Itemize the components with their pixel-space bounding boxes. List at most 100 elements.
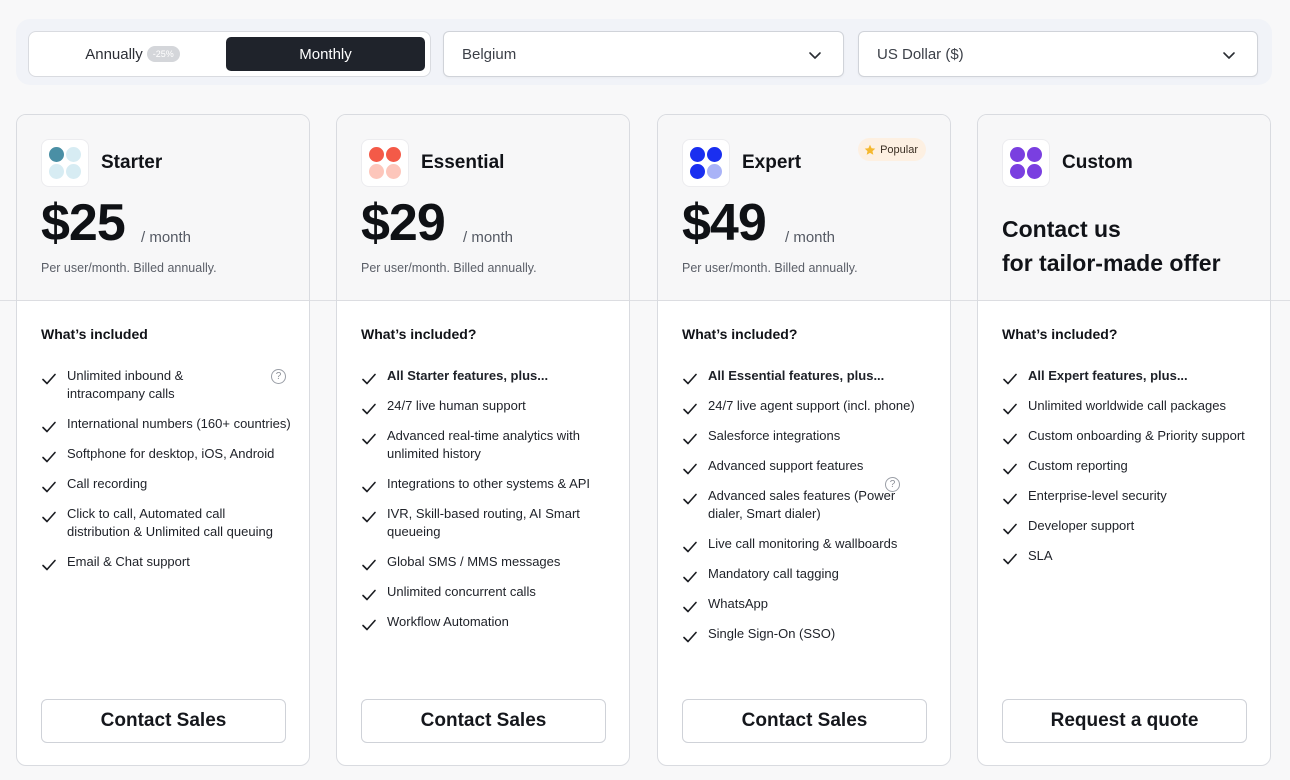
- plan-name: Essential: [421, 152, 505, 173]
- billing-note: Per user/month. Billed annually.: [41, 261, 217, 275]
- price-period: / month: [785, 229, 836, 246]
- contact-sales-button[interactable]: Contact Sales: [682, 699, 927, 743]
- check-icon: [682, 432, 698, 446]
- feature-item: Developer support: [1002, 517, 1252, 535]
- logo-dot: [707, 164, 722, 179]
- plan-card-header: Starter $25 / month Per user/month. Billed …: [17, 115, 309, 301]
- check-icon: [361, 402, 377, 416]
- feature-item: All Expert features, plus...: [1002, 367, 1252, 385]
- feature-list: All Expert features, plus... Unlimited wo…: [1002, 367, 1252, 577]
- plan-name: Custom: [1062, 152, 1133, 173]
- check-icon: [682, 540, 698, 554]
- plan-logo-icon: [1002, 139, 1050, 187]
- feature-item: Unlimited worldwide call packages: [1002, 397, 1252, 415]
- plan-logo-icon: [41, 139, 89, 187]
- country-select[interactable]: Belgium: [443, 31, 844, 77]
- feature-text: All Essential features, plus...: [708, 368, 885, 383]
- whats-included-heading: What’s included?: [1002, 326, 1118, 342]
- check-icon: [682, 570, 698, 584]
- feature-text: Developer support: [1028, 518, 1135, 533]
- check-icon: [41, 420, 57, 434]
- feature-item: Live call monitoring & wallboards: [682, 535, 932, 553]
- feature-text: Unlimited concurrent calls: [387, 584, 536, 599]
- question-circle-icon[interactable]: ?: [885, 477, 900, 492]
- logo-dot: [1010, 147, 1025, 162]
- feature-text: Unlimited worldwide call packages: [1028, 398, 1226, 413]
- feature-text: Click to call, Automated call distributi…: [67, 506, 273, 539]
- discount-badge: -25%: [146, 46, 180, 62]
- currency-select[interactable]: US Dollar ($): [858, 31, 1258, 77]
- plan-card-2: Expert Popular $49 / month Per user/month. B…: [657, 114, 951, 766]
- feature-item: Enterprise-level security: [1002, 487, 1252, 505]
- check-icon: [361, 372, 377, 386]
- feature-item: Advanced real-time analytics with unlimi…: [361, 427, 611, 463]
- annually-option[interactable]: Annually -25%: [33, 37, 232, 71]
- feature-text: Live call monitoring & wallboards: [708, 536, 898, 551]
- check-icon: [682, 372, 698, 386]
- logo-dot: [386, 147, 401, 162]
- logo-dot: [690, 147, 705, 162]
- logo-dot: [369, 164, 384, 179]
- feature-text: Call recording: [67, 476, 148, 491]
- check-icon: [41, 372, 57, 386]
- feature-item: SLA: [1002, 547, 1252, 565]
- check-icon: [41, 480, 57, 494]
- plan-price: $25: [41, 194, 126, 252]
- feature-item: Single Sign-On (SSO): [682, 625, 932, 643]
- popular-badge-label: Popular: [880, 143, 918, 156]
- monthly-option[interactable]: Monthly: [226, 37, 425, 71]
- question-circle-icon[interactable]: ?: [271, 369, 286, 384]
- whats-included-heading: What’s included: [41, 326, 148, 342]
- logo-dot: [66, 164, 81, 179]
- check-icon: [1002, 402, 1018, 416]
- feature-item: All Essential features, plus...: [682, 367, 932, 385]
- request-quote-button[interactable]: Request a quote: [1002, 699, 1247, 743]
- feature-item: Email & Chat support: [41, 553, 291, 571]
- feature-text: Advanced real-time analytics with unlimi…: [387, 428, 580, 461]
- feature-item: IVR, Skill-based routing, AI Smart queue…: [361, 505, 611, 541]
- feature-text: Salesforce integrations: [708, 428, 841, 443]
- country-select-value: Belgium: [462, 45, 517, 63]
- plan-logo-icon: [682, 139, 730, 187]
- billing-note: Per user/month. Billed annually.: [682, 261, 858, 275]
- feature-text: Integrations to other systems & API: [387, 476, 591, 491]
- plan-card-0: Starter $25 / month Per user/month. Billed …: [16, 114, 310, 766]
- plan-card-header: Expert Popular $49 / month Per user/month. B…: [658, 115, 950, 301]
- plan-card-header: Essential $29 / month Per user/month. Bille…: [337, 115, 629, 301]
- monthly-label: Monthly: [299, 45, 352, 63]
- feature-text: Email & Chat support: [67, 554, 190, 569]
- billing-period-toggle: Annually -25% Monthly: [28, 31, 431, 77]
- feature-text: Unlimited inbound & intracompany calls: [67, 368, 184, 401]
- pricing-filter-bar: Annually -25% Monthly Belgium US Dollar …: [16, 19, 1272, 85]
- check-icon: [1002, 552, 1018, 566]
- feature-item: Custom reporting: [1002, 457, 1252, 475]
- feature-text: Workflow Automation: [387, 614, 509, 629]
- feature-item: Advanced sales features (Power dialer, S…: [682, 487, 932, 523]
- feature-item: Click to call, Automated call distributi…: [41, 505, 291, 541]
- chevron-down-icon: [809, 52, 821, 59]
- check-icon: [361, 618, 377, 632]
- feature-text: IVR, Skill-based routing, AI Smart queue…: [387, 506, 580, 539]
- currency-select-value: US Dollar ($): [877, 45, 964, 63]
- feature-item: International numbers (160+ countries): [41, 415, 291, 433]
- feature-text: Custom onboarding & Priority support: [1028, 428, 1245, 443]
- contact-sales-button[interactable]: Contact Sales: [41, 699, 286, 743]
- price-period: / month: [463, 229, 514, 246]
- logo-dot: [690, 164, 705, 179]
- plan-card-3: Custom Contact us for tailor-made offer Wha…: [977, 114, 1271, 766]
- logo-dot: [707, 147, 722, 162]
- check-icon: [1002, 492, 1018, 506]
- feature-text: Mandatory call tagging: [708, 566, 839, 581]
- feature-text: Single Sign-On (SSO): [708, 626, 836, 641]
- check-icon: [361, 432, 377, 446]
- contact-sales-button[interactable]: Contact Sales: [361, 699, 606, 743]
- feature-item: Advanced support features: [682, 457, 932, 475]
- check-icon: [1002, 522, 1018, 536]
- check-icon: [682, 600, 698, 614]
- feature-text: Advanced support features: [708, 458, 864, 473]
- header-divider: [0, 300, 1290, 301]
- billing-note: Per user/month. Billed annually.: [361, 261, 537, 275]
- feature-list: All Essential features, plus... 24/7 live…: [682, 367, 932, 655]
- feature-item: Custom onboarding & Priority support: [1002, 427, 1252, 445]
- whats-included-heading: What’s included?: [361, 326, 477, 342]
